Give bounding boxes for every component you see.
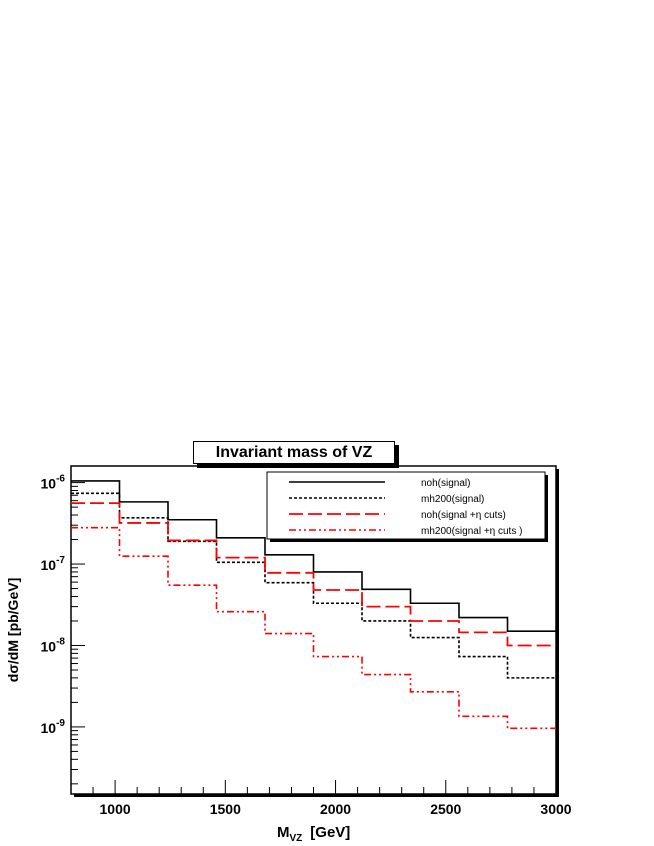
- y-tick-label: 10-8: [41, 636, 66, 654]
- legend: noh(signal) mh200(signal) noh(signal +η cu…: [266, 471, 548, 542]
- x-axis-label: MVZ [GeV]: [277, 824, 350, 844]
- legend-label: noh(signal): [421, 478, 470, 489]
- x-tick-label: 2500: [430, 801, 461, 817]
- series-4: [71, 526, 556, 730]
- axes-group: 1000 1500 2000 2500 3000 10-9 10-8 10-7 10-6 MVZ[…: [5, 474, 572, 844]
- series-line-3: [71, 502, 556, 647]
- series-line-2: [71, 492, 556, 679]
- series-line-1: [71, 480, 556, 632]
- legend-label: mh200(signal +η cuts ): [421, 526, 522, 537]
- legend-label: noh(signal +η cuts): [421, 510, 506, 521]
- y-tick-label: 10-7: [41, 555, 66, 573]
- x-tick-label: 1000: [100, 801, 131, 817]
- series-group: [71, 480, 556, 730]
- series-2: [71, 492, 556, 679]
- legend-box: [266, 471, 546, 540]
- y-tick-label: 10-6: [41, 474, 66, 492]
- x-tick-label: 3000: [540, 801, 571, 817]
- series-1: [71, 480, 556, 632]
- y-axis-label: dσ/dM [pb/GeV]: [5, 578, 21, 682]
- x-tick-label: 1500: [210, 801, 241, 817]
- series-line-4: [71, 526, 556, 730]
- series-3: [71, 502, 556, 647]
- chart-title: Invariant mass of VZ: [193, 441, 395, 464]
- x-tick-label: 2000: [320, 801, 351, 817]
- legend-label: mh200(signal): [421, 494, 484, 505]
- y-tick-label: 10-9: [41, 718, 66, 736]
